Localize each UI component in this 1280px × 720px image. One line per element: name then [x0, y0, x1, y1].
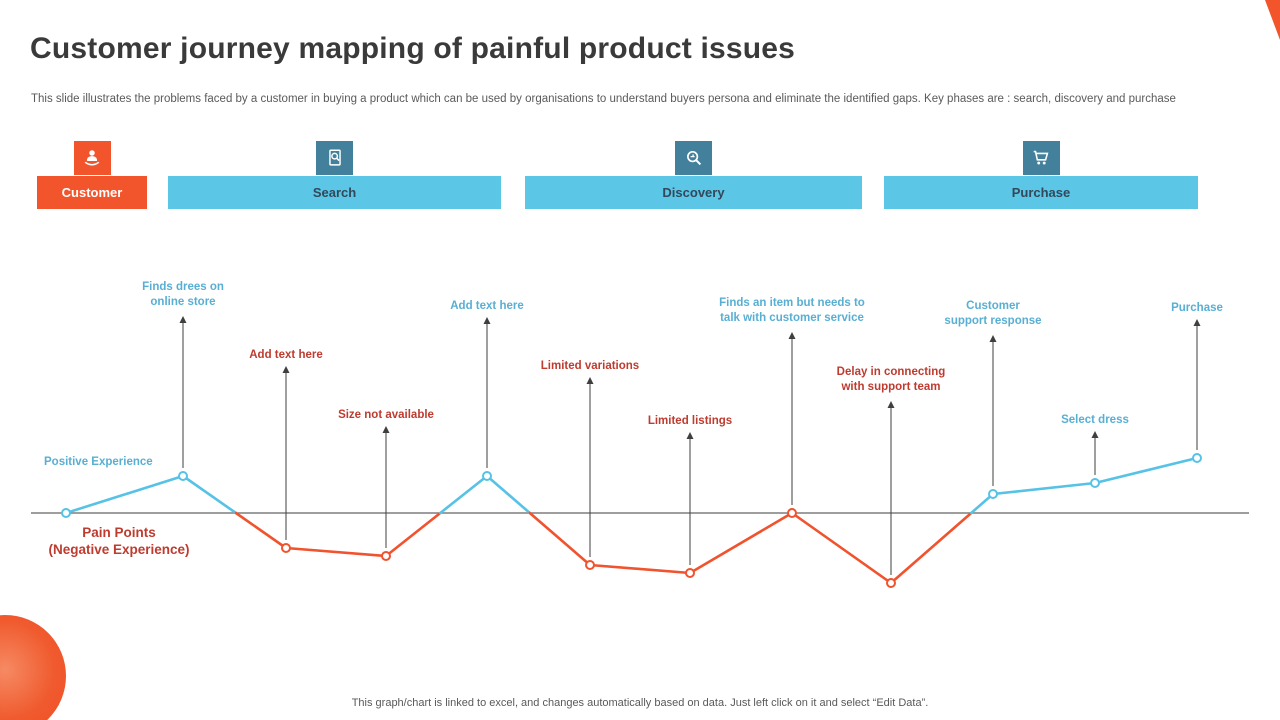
- data-point-marker: [1090, 478, 1100, 488]
- phase-customer-bar: Customer: [37, 176, 147, 209]
- annotation-label: Finds drees on online store: [142, 281, 224, 308]
- journey-segment: [688, 511, 794, 575]
- discovery-magnifier-icon: [675, 141, 712, 175]
- journey-segment: [234, 511, 288, 550]
- annotation-arrowhead: [382, 426, 390, 433]
- page-title: Customer journey mapping of painful prod…: [30, 32, 796, 65]
- data-point-marker: [381, 551, 391, 561]
- annotation-arrowhead: [282, 366, 290, 373]
- data-point-marker: [886, 578, 896, 588]
- annotation-arrowhead: [483, 317, 491, 324]
- data-point-marker: [585, 560, 595, 570]
- journey-segment: [485, 474, 532, 515]
- search-document-icon: [316, 141, 353, 175]
- phase-search: Search: [168, 141, 501, 209]
- annotation-arrowhead: [1193, 319, 1201, 326]
- journey-segment: [438, 474, 489, 515]
- data-point-marker: [787, 508, 797, 518]
- annotation-label: Purchase: [1171, 302, 1223, 314]
- annotation-label: Finds an item but needs to talk with cus…: [719, 297, 865, 324]
- journey-segment: [528, 511, 592, 567]
- customer-icon: [73, 141, 111, 175]
- annotation-arrowhead: [887, 401, 895, 408]
- data-point-marker: [1192, 453, 1202, 463]
- journey-segment: [384, 511, 442, 558]
- annotation-label: Limited variations: [540, 360, 640, 372]
- footer-note: This graph/chart is linked to excel, and…: [351, 697, 929, 709]
- data-point-marker: [281, 543, 291, 553]
- journey-segment: [790, 511, 893, 585]
- annotation-label: Customer support response: [944, 300, 1042, 327]
- positive-experience-label: Positive Experience: [44, 456, 153, 468]
- journey-segment: [284, 546, 388, 558]
- annotation-arrowhead: [1091, 431, 1099, 438]
- phase-search-bar: Search: [168, 176, 501, 209]
- pain-points-label: Pain Points (Negative Experience): [48, 525, 190, 557]
- annotation-label: Add text here: [450, 300, 524, 312]
- annotation-label: Size not available: [338, 409, 434, 421]
- purchase-cart-icon: [1022, 141, 1060, 175]
- annotation-label: Select dress: [1061, 414, 1129, 426]
- data-point-marker: [988, 489, 998, 499]
- journey-segment: [1093, 456, 1199, 485]
- slide-subtitle: This slide illustrates the problems face…: [31, 93, 1176, 105]
- phase-discovery: Discovery: [525, 141, 862, 209]
- data-point-marker: [482, 471, 492, 481]
- data-point-marker: [61, 508, 71, 518]
- phase-purchase-bar: Purchase: [884, 176, 1198, 209]
- phase-customer: Customer: [37, 141, 147, 209]
- annotation-label: Delay in connecting with support team: [836, 366, 946, 393]
- phase-discovery-bar: Discovery: [525, 176, 862, 209]
- journey-segment: [991, 481, 1097, 496]
- annotation-arrowhead: [179, 316, 187, 323]
- data-point-marker: [685, 568, 695, 578]
- annotation-arrowhead: [686, 432, 694, 439]
- annotation-arrowhead: [989, 335, 997, 342]
- annotation-label: Add text here: [249, 349, 323, 361]
- journey-segment: [64, 474, 185, 515]
- journey-segment: [889, 511, 973, 585]
- annotation-label: Limited listings: [647, 415, 733, 427]
- annotation-arrowhead: [586, 377, 594, 384]
- journey-segment: [588, 563, 692, 575]
- journey-segment: [181, 474, 238, 515]
- data-point-marker: [178, 471, 188, 481]
- phase-purchase: Purchase: [884, 141, 1198, 209]
- annotation-arrowhead: [788, 332, 796, 339]
